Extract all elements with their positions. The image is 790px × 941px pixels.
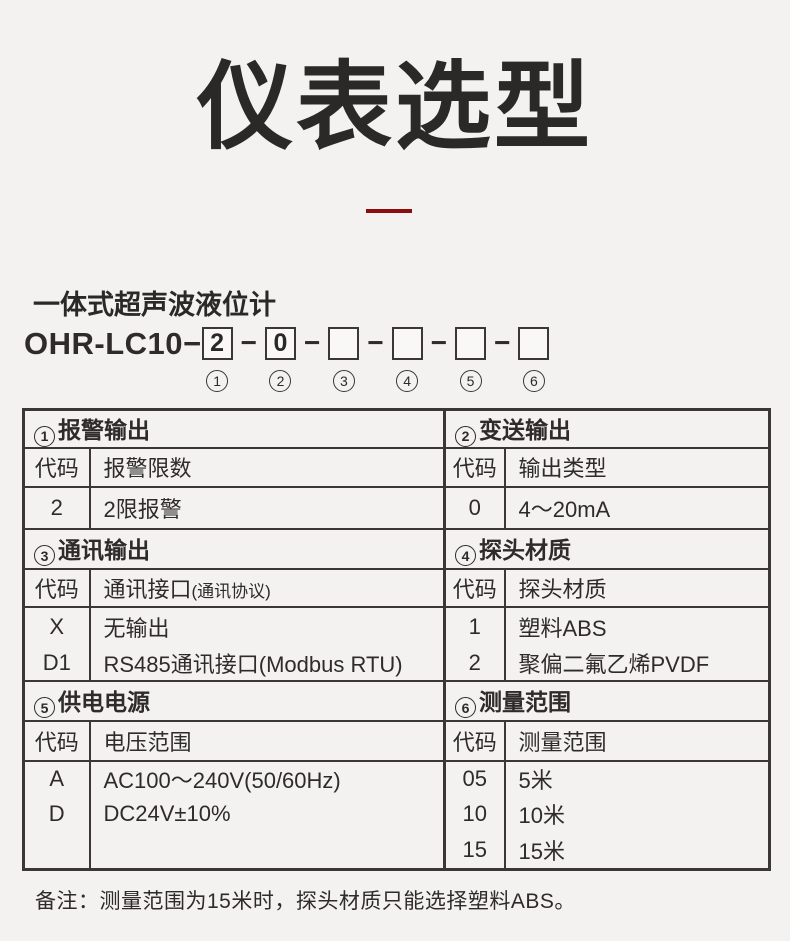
model-dash: − xyxy=(430,327,448,358)
circled-number-icon: 5 xyxy=(34,697,55,719)
column-header-code: 代码 xyxy=(443,568,506,608)
column-header-code: 代码 xyxy=(443,720,506,762)
model-code-unit-1: 2 1 xyxy=(201,327,233,392)
section-title-power-supply: 5 供电电源 xyxy=(23,679,445,722)
model-box-2: 0 xyxy=(264,327,296,360)
cell-code: 10 xyxy=(443,796,506,832)
cell-desc: 10米 xyxy=(518,803,565,828)
table-row: 代码 电压范围 代码 测量范围 xyxy=(23,720,770,762)
position-marker-6: 6 xyxy=(522,370,545,392)
model-code-unit-2: 0 2 xyxy=(264,327,296,392)
column-header-alarm-limits: 报警限数 xyxy=(89,447,445,488)
table-row: 代码 通讯接口(通讯协议) 代码 探头材质 xyxy=(23,568,770,608)
spec-table: 1 报警输出 2 变送输出 代码 报警限数 代码 输出类型 2 2限报警 0 4～2… xyxy=(22,408,771,871)
model-dash: − xyxy=(494,327,511,358)
model-box-5 xyxy=(455,327,487,360)
model-box-1: 2 xyxy=(201,327,233,360)
circled-number-icon: 4 xyxy=(455,545,476,567)
footnote: 备注：测量范围为15米时，探头材质只能选择塑料ABS。 xyxy=(35,885,576,915)
model-box-4 xyxy=(391,327,423,360)
cell-code-empty xyxy=(23,831,91,870)
model-dash: − xyxy=(367,327,384,358)
table-row: D DC24V±10% 10 10米 xyxy=(23,796,770,832)
cell-desc: RS485通讯接口(Modbus RTU) xyxy=(103,652,403,677)
product-name: 一体式超声波液位计 xyxy=(33,290,276,320)
column-header-code: 代码 xyxy=(23,568,91,608)
column-header-measure-range: 测量范围 xyxy=(504,720,770,762)
model-code-unit-5: 5 xyxy=(455,327,487,392)
model-code-unit-4: 4 xyxy=(391,327,423,392)
section-title-transmit-output: 2 变送输出 xyxy=(443,408,770,449)
cell-desc: 2限报警 xyxy=(103,496,182,522)
position-marker-3: 3 xyxy=(332,370,355,392)
table-row: 15 15米 xyxy=(23,831,770,870)
section-title-measure-range: 6 测量范围 xyxy=(443,679,770,722)
section-title-comm-output: 3 通讯输出 xyxy=(23,527,445,570)
cell-desc: 无输出 xyxy=(103,616,170,641)
cell-code: 05 xyxy=(443,760,506,797)
cell-code: 15 xyxy=(443,831,506,870)
table-row: 3 通讯输出 4 探头材质 xyxy=(23,527,770,570)
table-row: 2 2限报警 0 4～20mA xyxy=(23,486,770,529)
model-code-unit-6: 6 xyxy=(518,327,550,392)
circled-number-icon: 1 xyxy=(34,425,55,446)
column-header-output-type: 输出类型 xyxy=(504,447,770,488)
cell-code: D1 xyxy=(23,646,91,681)
cell-code: D xyxy=(23,796,91,832)
circled-number-icon: 3 xyxy=(34,545,55,567)
cell-desc: 4～20mA xyxy=(518,496,611,522)
title-underline xyxy=(366,209,412,213)
position-marker-4: 4 xyxy=(396,370,419,392)
model-dash: − xyxy=(240,327,257,358)
table-row: 5 供电电源 6 测量范围 xyxy=(23,679,770,722)
column-header-code: 代码 xyxy=(443,447,506,488)
cell-code: 1 xyxy=(443,606,506,647)
comm-protocol-note: (通讯协议) xyxy=(191,581,271,601)
cell-desc: AC100～240V(50/60Hz) xyxy=(103,768,341,793)
model-box-3 xyxy=(328,327,360,360)
model-box-6 xyxy=(518,327,550,360)
column-header-voltage-range: 电压范围 xyxy=(89,720,445,762)
cell-code: A xyxy=(23,760,91,797)
column-header-comm-interface: 通讯接口(通讯协议) xyxy=(89,568,445,608)
cell-code: 2 xyxy=(443,646,506,681)
column-header-code: 代码 xyxy=(23,447,91,488)
circled-number-icon: 2 xyxy=(455,425,476,446)
model-dash: − xyxy=(303,327,321,358)
column-header-probe-material: 探头材质 xyxy=(504,568,770,608)
table-row: A AC100～240V(50/60Hz) 05 5米 xyxy=(23,760,770,797)
position-marker-5: 5 xyxy=(459,370,482,392)
table-row: X 无输出 1 塑料ABS xyxy=(23,606,770,647)
cell-code: X xyxy=(23,606,91,647)
table-row: 代码 报警限数 代码 输出类型 xyxy=(23,447,770,488)
section-title-probe-material: 4 探头材质 xyxy=(443,527,770,570)
position-marker-1: 1 xyxy=(206,370,229,392)
table-row: D1 RS485通讯接口(Modbus RTU) 2 聚偏二氟乙烯PVDF xyxy=(23,646,770,681)
model-code-line: OHR-LC10− 2 1 − 0 2 − 3 − 4 − 5 − 6 xyxy=(24,326,550,392)
footnote-text: 测量范围为15米时，探头材质只能选择塑料ABS。 xyxy=(99,890,576,913)
cell-desc: 聚偏二氟乙烯PVDF xyxy=(518,652,710,677)
cell-code: 2 xyxy=(23,486,91,529)
model-code-unit-3: 3 xyxy=(328,327,360,392)
cell-desc: DC24V±10% xyxy=(103,801,231,826)
cell-desc: 15米 xyxy=(518,838,565,864)
footnote-label: 备注： xyxy=(35,890,100,913)
cell-desc-empty xyxy=(90,832,445,870)
cell-desc: 5米 xyxy=(518,768,553,793)
position-marker-2: 2 xyxy=(269,370,292,392)
section-title-alarm-output: 1 报警输出 xyxy=(23,408,445,449)
page-title: 仪表选型 xyxy=(197,54,593,161)
cell-desc: 塑料ABS xyxy=(518,616,607,641)
model-prefix: OHR-LC10− xyxy=(24,326,202,361)
column-header-code: 代码 xyxy=(23,720,91,762)
cell-code: 0 xyxy=(443,486,506,529)
circled-number-icon: 6 xyxy=(455,697,476,719)
table-row: 1 报警输出 2 变送输出 xyxy=(23,408,770,449)
